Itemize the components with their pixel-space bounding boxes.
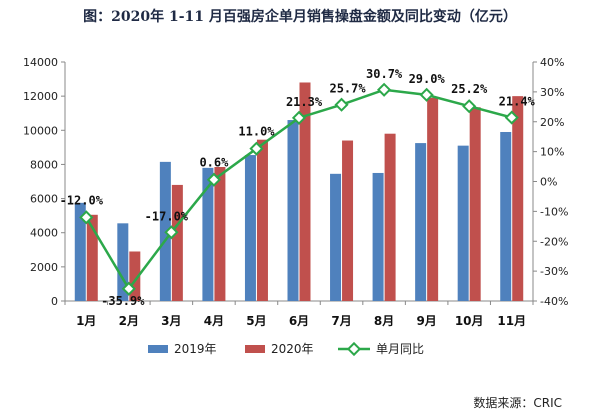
x-tick-label: 10月	[455, 314, 484, 328]
left-tick-label: 0	[51, 295, 58, 308]
legend-marker	[346, 341, 362, 357]
yoy-data-label: 0.6%	[199, 156, 229, 170]
legend-label: 2020年	[271, 342, 314, 356]
yoy-marker	[419, 87, 434, 102]
bar-2019	[117, 223, 129, 301]
bar-2019	[500, 131, 512, 301]
right-y-axis-ticks: -40% -30% -20% -10% 0% 10% 20% 30% 40%	[533, 56, 568, 308]
yoy-marker	[79, 210, 94, 225]
yoy-marker	[377, 82, 392, 97]
bar-2019	[244, 155, 256, 301]
legend-swatch	[245, 345, 265, 353]
bar-2019	[330, 173, 342, 301]
bar-2019	[372, 172, 384, 301]
x-tick-label: 4月	[204, 314, 224, 328]
yoy-marker	[291, 110, 307, 125]
bar-2020	[299, 82, 311, 301]
bar-2019	[415, 143, 427, 301]
left-tick-label: 4000	[30, 227, 58, 240]
legend: 2019年 2020年 单月同比	[148, 341, 424, 357]
x-tick-label: 11月	[497, 314, 526, 328]
bar-2020	[129, 251, 141, 301]
right-tick-label: -40%	[540, 295, 568, 308]
yoy-marker	[334, 97, 349, 112]
x-tick-label: 8月	[374, 314, 394, 328]
chart-title: 图：2020年 1-11 月百强房企单月销售操盘金额及同比变动（亿元）	[83, 8, 517, 25]
right-tick-label: -20%	[540, 235, 568, 248]
x-tick-label: 7月	[331, 314, 351, 328]
x-axis-ticks: 1月 2月 3月 4月 5月 6月 7月 8月 9月 10月 11月	[64, 301, 534, 328]
yoy-data-label: 21.3%	[286, 95, 323, 109]
bar-2020	[384, 133, 396, 301]
yoy-data-label: 11.0%	[238, 125, 275, 139]
bar-2020	[86, 214, 98, 301]
bar-2020	[512, 96, 524, 302]
bar-2020	[469, 107, 481, 301]
x-tick-label: 2月	[119, 314, 139, 328]
legend-label: 单月同比	[376, 342, 424, 356]
x-tick-label: 5月	[246, 314, 266, 328]
line-series-group: -12.0% -35.9% -17.0% 0.6% 11.0% 21.3% 25.7%30.…	[60, 67, 536, 308]
yoy-data-label: -35.9%	[101, 294, 145, 308]
bar-2020	[214, 166, 226, 301]
right-tick-label: 0%	[540, 176, 557, 189]
yoy-data-label: 25.2%	[451, 82, 488, 96]
bar-2019	[457, 145, 469, 301]
yoy-marker	[504, 110, 519, 125]
yoy-data-label: 25.7%	[329, 82, 366, 96]
bars-group	[74, 82, 524, 302]
bar-2019	[202, 167, 214, 301]
yoy-data-label: 30.7%	[366, 67, 403, 81]
left-tick-label: 14000	[23, 56, 58, 69]
bar-2020	[427, 97, 439, 301]
yoy-data-label: -17.0%	[145, 209, 189, 223]
yoy-marker	[249, 141, 264, 156]
x-tick-label: 1月	[76, 314, 96, 328]
right-tick-label: 10%	[540, 146, 564, 159]
left-tick-label: 2000	[30, 261, 58, 274]
legend-label: 2019年	[174, 342, 217, 356]
left-y-axis-ticks: 0 2000 4000 6000 8000 10000 12000 14000	[23, 56, 65, 308]
left-tick-label: 10000	[23, 124, 58, 137]
yoy-marker	[164, 225, 179, 240]
x-tick-label: 9月	[416, 314, 436, 328]
yoy-marker	[121, 281, 136, 296]
right-tick-label: -30%	[540, 265, 568, 278]
yoy-data-label: 29.0%	[409, 72, 446, 86]
bar-2019	[74, 202, 86, 301]
yoy-marker	[462, 99, 477, 114]
bar-2019	[287, 120, 299, 302]
left-tick-label: 8000	[30, 158, 58, 171]
x-tick-label: 3月	[161, 314, 181, 328]
bar-2020	[171, 184, 183, 301]
left-tick-label: 12000	[23, 90, 58, 103]
left-tick-label: 6000	[30, 193, 58, 206]
source-note: 数据来源：CRIC	[473, 395, 562, 410]
bar-2020	[342, 140, 354, 301]
right-tick-label: 30%	[540, 86, 564, 99]
yoy-data-label: -12.0%	[60, 193, 104, 207]
right-tick-label: -10%	[540, 205, 568, 218]
yoy-marker	[206, 172, 221, 187]
yoy-data-label: 21.4%	[499, 95, 536, 109]
right-tick-label: 40%	[540, 56, 564, 69]
bar-2020	[256, 139, 268, 301]
right-tick-label: 20%	[540, 116, 564, 129]
legend-swatch	[148, 345, 168, 353]
plot-area: -12.0% -35.9% -17.0% 0.6% 11.0% 21.3% 25.7%30.…	[23, 56, 568, 328]
x-tick-label: 6月	[289, 314, 309, 328]
